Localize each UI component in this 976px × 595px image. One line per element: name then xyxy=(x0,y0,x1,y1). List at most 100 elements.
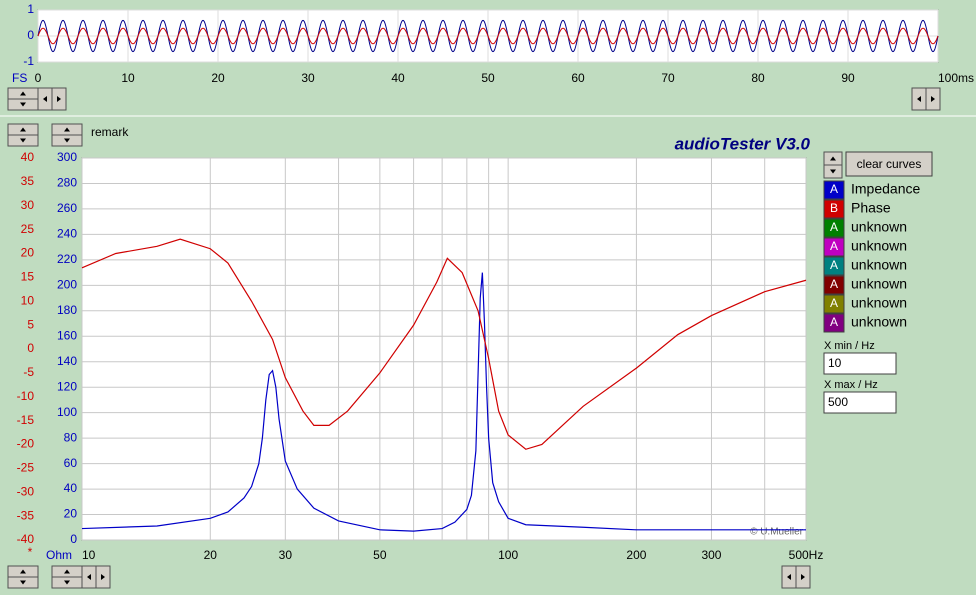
spin-arrow[interactable] xyxy=(20,138,26,143)
scope-x-tick-label: 90 xyxy=(841,71,855,85)
xmax-label: X max / Hz xyxy=(824,379,878,391)
x-tick-label: 300 xyxy=(701,548,721,562)
credit: © U.Mueller xyxy=(750,527,804,538)
spin-arrow[interactable] xyxy=(43,96,47,102)
y2-tick-label: 25 xyxy=(21,222,35,236)
legend-letter[interactable]: A xyxy=(830,296,838,310)
legend-label: unknown xyxy=(851,276,907,292)
spin-arrow[interactable] xyxy=(830,156,836,161)
spin-arrow[interactable] xyxy=(64,138,70,143)
y2-unit: * xyxy=(28,545,33,559)
y2-tick-label: -10 xyxy=(17,389,35,403)
spin-arrow[interactable] xyxy=(57,96,61,102)
spin-arrow[interactable] xyxy=(64,127,70,132)
spin-arrow[interactable] xyxy=(787,574,791,580)
spin-arrow[interactable] xyxy=(20,91,26,96)
scope-x-tick-label: 80 xyxy=(751,71,765,85)
spin-arrow[interactable] xyxy=(917,96,921,102)
app-title: audioTester V3.0 xyxy=(675,134,811,153)
legend-swatch[interactable] xyxy=(823,313,845,333)
y2-tick-label: -35 xyxy=(17,508,35,522)
legend-label: unknown xyxy=(851,238,907,254)
y-tick-label: 240 xyxy=(57,227,77,241)
xmin-label: X min / Hz xyxy=(824,340,875,352)
y-tick-label: 300 xyxy=(57,150,77,164)
y2-tick-label: -20 xyxy=(17,437,35,451)
spin-arrow[interactable] xyxy=(20,127,26,132)
spin-arrow[interactable] xyxy=(64,569,70,574)
y-tick-label: 100 xyxy=(57,405,77,419)
x-tick-label: 10 xyxy=(82,548,96,562)
y-unit: Ohm xyxy=(46,548,72,562)
x-tick-label: 50 xyxy=(373,548,387,562)
legend-swatch[interactable] xyxy=(823,294,845,314)
legend-letter[interactable]: A xyxy=(830,220,838,234)
legend-label: unknown xyxy=(851,219,907,235)
spin-arrow[interactable] xyxy=(20,569,26,574)
legend-swatch[interactable] xyxy=(823,199,845,219)
spin-arrow[interactable] xyxy=(101,574,105,580)
legend-swatch[interactable] xyxy=(823,256,845,276)
y2-tick-label: 0 xyxy=(27,341,34,355)
curve xyxy=(81,272,806,532)
y-tick-label: 60 xyxy=(64,456,78,470)
xmax-value[interactable]: 500 xyxy=(828,395,848,409)
scope-y-tick-label: 1 xyxy=(27,2,34,16)
scope-x-tick-label: 100ms xyxy=(938,71,974,85)
y2-tick-label: -15 xyxy=(17,413,35,427)
y-tick-label: 120 xyxy=(57,379,77,393)
y-tick-label: 80 xyxy=(64,430,78,444)
legend-swatch[interactable] xyxy=(823,180,845,200)
y-tick-label: 0 xyxy=(70,532,77,546)
scope-x-tick-label: 20 xyxy=(211,71,225,85)
scope-x-tick-label: 40 xyxy=(391,71,405,85)
legend-label: unknown xyxy=(851,295,907,311)
y-tick-label: 40 xyxy=(64,481,78,495)
clear-curves-label[interactable]: clear curves xyxy=(857,157,922,171)
y2-tick-label: -5 xyxy=(23,365,34,379)
legend-label: Impedance xyxy=(851,181,920,197)
y2-tick-label: -25 xyxy=(17,461,35,475)
spin-arrow[interactable] xyxy=(801,574,805,580)
y2-tick-label: -40 xyxy=(17,532,35,546)
clear-curves-button[interactable] xyxy=(845,151,933,177)
scope-x-tick-label: 70 xyxy=(661,71,675,85)
legend-label: Phase xyxy=(851,200,891,216)
legend-swatch[interactable] xyxy=(823,237,845,257)
legend-letter[interactable]: A xyxy=(830,182,838,196)
spin-arrow[interactable] xyxy=(64,580,70,585)
xmin-input[interactable] xyxy=(823,352,897,375)
y-tick-label: 180 xyxy=(57,303,77,317)
y2-tick-label: 30 xyxy=(21,198,35,212)
x-tick-label: 500Hz xyxy=(789,548,824,562)
y-tick-label: 160 xyxy=(57,328,77,342)
spin-arrow[interactable] xyxy=(20,580,26,585)
legend-letter[interactable]: A xyxy=(830,277,838,291)
spin-arrow[interactable] xyxy=(20,102,26,107)
legend-swatch[interactable] xyxy=(823,218,845,238)
legend-label: unknown xyxy=(851,257,907,273)
spin-arrow[interactable] xyxy=(87,574,91,580)
y2-tick-label: 15 xyxy=(21,270,35,284)
y-tick-label: 260 xyxy=(57,201,77,215)
legend-letter[interactable]: A xyxy=(830,315,838,329)
remark: remark xyxy=(91,125,129,139)
scope-y-tick-label: -1 xyxy=(23,54,34,68)
xmin-value[interactable]: 10 xyxy=(828,356,842,370)
x-tick-label: 200 xyxy=(626,548,646,562)
legend-letter[interactable]: A xyxy=(830,258,838,272)
legend-letter[interactable]: A xyxy=(830,239,838,253)
xmax-input[interactable] xyxy=(823,391,897,414)
y2-tick-label: 10 xyxy=(21,293,35,307)
spin-arrow[interactable] xyxy=(830,169,836,174)
curve xyxy=(81,238,807,450)
spin-arrow[interactable] xyxy=(931,96,935,102)
scope-x-tick-label: 10 xyxy=(121,71,135,85)
y2-tick-label: 35 xyxy=(21,174,35,188)
y-tick-label: 200 xyxy=(57,278,77,292)
legend-swatch[interactable] xyxy=(823,275,845,295)
legend-letter[interactable]: B xyxy=(830,201,838,215)
x-tick-label: 20 xyxy=(204,548,218,562)
scope-y-tick-label: 0 xyxy=(27,28,34,42)
